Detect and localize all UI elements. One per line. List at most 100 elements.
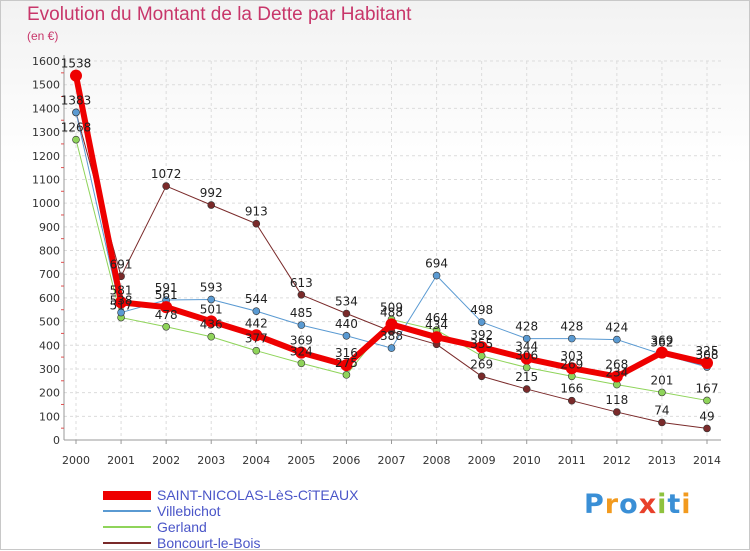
- x-tick-label: 2004: [242, 454, 270, 467]
- data-label: 325: [696, 344, 719, 358]
- data-point: [520, 352, 533, 365]
- x-tick-label: 2012: [603, 454, 631, 467]
- x-tick-label: 2003: [197, 454, 225, 467]
- data-label: 1072: [151, 167, 182, 181]
- data-point: [385, 318, 398, 331]
- data-label: 464: [425, 311, 448, 325]
- x-tick-label: 2007: [378, 454, 406, 467]
- data-point: [342, 371, 351, 379]
- data-label: 517: [110, 299, 133, 313]
- logo-letter: i: [657, 489, 668, 520]
- y-tick-label: 1000: [32, 197, 60, 210]
- data-label: 388: [380, 329, 403, 343]
- data-label: 306: [515, 349, 538, 363]
- data-label: 561: [155, 288, 178, 302]
- y-tick-label: 700: [39, 268, 60, 281]
- x-tick-label: 2014: [693, 454, 721, 467]
- x-tick-label: 2013: [648, 454, 676, 467]
- y-tick-label: 1300: [32, 126, 60, 139]
- data-label: 591: [155, 281, 178, 295]
- data-label: 1383: [61, 93, 92, 107]
- x-tick-label: 2006: [332, 454, 360, 467]
- legend-swatch: [103, 510, 151, 512]
- legend-swatch: [103, 526, 151, 528]
- data-point: [565, 362, 578, 375]
- data-label: 369: [290, 334, 313, 348]
- legend-label: SAINT-NICOLAS-LèS-CîTEAUX: [157, 487, 359, 503]
- data-point: [252, 219, 261, 228]
- data-point: [340, 359, 353, 372]
- data-label: 544: [245, 292, 268, 306]
- data-point: [162, 182, 170, 190]
- data-point: [475, 341, 488, 354]
- data-point: [207, 332, 216, 341]
- data-label: 355: [470, 337, 493, 351]
- data-point: [655, 346, 668, 359]
- data-label: 118: [605, 393, 628, 407]
- proxiti-logo: Proxiti: [584, 489, 692, 520]
- data-point: [432, 271, 441, 280]
- chart-unit-label: (en €): [27, 29, 59, 43]
- logo-letter: i: [681, 489, 692, 520]
- data-label: 440: [335, 317, 358, 331]
- data-point: [613, 335, 621, 344]
- logo-letter: r: [604, 489, 620, 520]
- chart-series: [70, 69, 713, 433]
- data-label: 362: [650, 335, 673, 349]
- data-point: [613, 408, 621, 416]
- data-point: [297, 321, 306, 329]
- y-tick-label: 900: [39, 221, 60, 234]
- data-label: 324: [290, 344, 313, 358]
- y-tick-label: 1600: [32, 55, 60, 68]
- data-label: 234: [605, 366, 628, 380]
- data-label: 478: [155, 308, 178, 322]
- chart-title: Evolution du Montant de la Dette par Hab…: [27, 4, 412, 25]
- data-point: [207, 295, 216, 304]
- y-tick-label: 500: [39, 316, 60, 329]
- data-label: 485: [290, 306, 313, 320]
- data-label: 501: [200, 302, 223, 316]
- y-tick-label: 1500: [32, 79, 60, 92]
- data-point: [703, 424, 711, 433]
- data-point: [701, 357, 713, 370]
- data-point: [297, 359, 306, 368]
- data-label: 691: [110, 257, 133, 271]
- data-label: 593: [200, 281, 223, 295]
- data-label: 498: [470, 303, 493, 317]
- data-label: 436: [200, 318, 223, 332]
- data-label: 275: [335, 356, 358, 370]
- data-point: [567, 396, 576, 405]
- data-point: [252, 346, 261, 355]
- logo-letter: P: [584, 489, 605, 520]
- x-tick-label: 2002: [152, 454, 180, 467]
- data-label: 269: [470, 357, 493, 371]
- data-label: 428: [560, 320, 583, 334]
- data-point: [610, 370, 623, 383]
- x-tick-label: 2010: [513, 454, 541, 467]
- y-tick-label: 0: [53, 434, 60, 447]
- y-tick-label: 600: [39, 292, 60, 305]
- x-tick-label: 2009: [468, 454, 496, 467]
- data-point: [72, 108, 80, 117]
- data-label: 613: [290, 276, 313, 290]
- data-point: [117, 308, 125, 317]
- legend-item: Gerland: [103, 519, 359, 535]
- data-label: 316: [335, 346, 358, 360]
- chart-data-labels: 1383 691 1072 992 913 613 534 269 215 166 118 74 49 1…: [61, 57, 719, 424]
- data-label: 1268: [61, 121, 92, 135]
- data-point: [72, 135, 80, 144]
- chart-axes: 0 100 200 300 400 500 600 700 800 900 1000 1100 1200…: [32, 55, 721, 467]
- data-label: 167: [696, 381, 719, 395]
- legend-item: SAINT-NICOLAS-LèS-CîTEAUX: [103, 487, 359, 503]
- logo-letter: t: [667, 489, 682, 520]
- y-tick-label: 1400: [32, 102, 60, 115]
- x-tick-label: 2005: [287, 454, 315, 467]
- data-label: 392: [470, 328, 493, 342]
- data-label: 49: [699, 409, 714, 423]
- data-point: [342, 331, 351, 340]
- data-label: 166: [560, 382, 583, 396]
- y-tick-label: 400: [39, 339, 60, 352]
- data-label: 992: [200, 186, 223, 200]
- data-label: 509: [380, 300, 403, 314]
- y-tick-label: 200: [39, 387, 60, 400]
